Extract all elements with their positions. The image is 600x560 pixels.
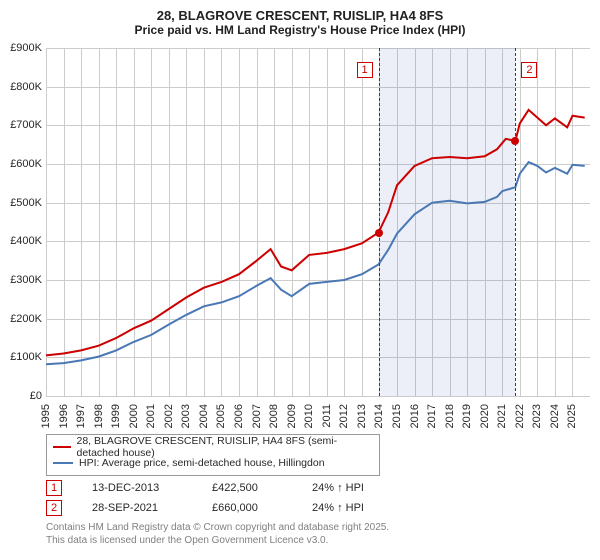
x-tick-label: 1997 [75, 404, 87, 428]
footer-line1: Contains HM Land Registry data © Crown c… [46, 522, 389, 535]
gridline-h [46, 396, 590, 397]
legend-swatch-red [53, 446, 71, 448]
x-tick-label: 2003 [180, 404, 192, 428]
title-subtitle: Price paid vs. HM Land Registry's House … [0, 23, 600, 37]
y-tick-label: £200K [0, 313, 42, 325]
x-tick-label: 2015 [391, 404, 403, 428]
line-chart-svg [46, 48, 590, 396]
sales-row-2: 2 28-SEP-2021 £660,000 24% ↑ HPI [46, 498, 402, 518]
sale-marker-1: 1 [46, 480, 62, 496]
x-tick-label: 2000 [128, 404, 140, 428]
legend-label-price-paid: 28, BLAGROVE CRESCENT, RUISLIP, HA4 8FS … [77, 435, 374, 459]
y-tick-label: £300K [0, 274, 42, 286]
sale-delta-1: 24% ↑ HPI [312, 482, 402, 494]
title-block: 28, BLAGROVE CRESCENT, RUISLIP, HA4 8FS … [0, 0, 600, 41]
legend-row-price-paid: 28, BLAGROVE CRESCENT, RUISLIP, HA4 8FS … [53, 439, 373, 455]
x-tick-label: 2016 [409, 404, 421, 428]
y-tick-label: £0 [0, 390, 42, 402]
legend-label-hpi: HPI: Average price, semi-detached house,… [79, 457, 325, 469]
x-tick-label: 2021 [496, 404, 508, 428]
sale-date-2: 28-SEP-2021 [92, 502, 182, 514]
x-tick-label: 2010 [303, 404, 315, 428]
y-tick-label: £600K [0, 158, 42, 170]
sales-table: 1 13-DEC-2013 £422,500 24% ↑ HPI 2 28-SE… [46, 478, 402, 518]
footer: Contains HM Land Registry data © Crown c… [46, 522, 389, 547]
sale-delta-2: 24% ↑ HPI [312, 502, 402, 514]
x-tick-label: 2006 [233, 404, 245, 428]
x-tick-label: 2008 [268, 404, 280, 428]
sale-marker-box-2: 2 [521, 62, 537, 78]
x-tick-label: 2022 [514, 404, 526, 428]
sale-marker-box-1: 1 [357, 62, 373, 78]
x-tick-label: 2007 [251, 404, 263, 428]
x-tick-label: 2002 [163, 404, 175, 428]
x-tick-label: 2014 [373, 404, 385, 428]
x-tick-label: 1996 [58, 404, 70, 428]
legend-swatch-blue [53, 462, 73, 464]
y-tick-label: £500K [0, 197, 42, 209]
x-tick-label: 2005 [215, 404, 227, 428]
sale-marker-2: 2 [46, 500, 62, 516]
chart-container: 28, BLAGROVE CRESCENT, RUISLIP, HA4 8FS … [0, 0, 600, 560]
x-tick-label: 2017 [426, 404, 438, 428]
series-price_paid [46, 110, 585, 356]
y-tick-label: £900K [0, 42, 42, 54]
series-hpi [46, 162, 585, 364]
x-tick-label: 1999 [110, 404, 122, 428]
sale-price-2: £660,000 [212, 502, 282, 514]
y-tick-label: £800K [0, 81, 42, 93]
y-tick-label: £700K [0, 119, 42, 131]
x-tick-label: 2009 [286, 404, 298, 428]
x-tick-label: 2019 [461, 404, 473, 428]
x-tick-label: 2023 [531, 404, 543, 428]
chart-area: 12 £0£100K£200K£300K£400K£500K£600K£700K… [46, 48, 590, 396]
sales-row-1: 1 13-DEC-2013 £422,500 24% ↑ HPI [46, 478, 402, 498]
x-tick-label: 2001 [145, 404, 157, 428]
legend: 28, BLAGROVE CRESCENT, RUISLIP, HA4 8FS … [46, 434, 380, 476]
x-tick-label: 2012 [338, 404, 350, 428]
x-tick-label: 2025 [566, 404, 578, 428]
x-tick-label: 2024 [549, 404, 561, 428]
x-tick-label: 1998 [93, 404, 105, 428]
sale-date-1: 13-DEC-2013 [92, 482, 182, 494]
sale-marker-line-1 [379, 48, 380, 396]
x-tick-label: 2011 [321, 404, 333, 428]
y-tick-label: £100K [0, 351, 42, 363]
x-tick-label: 2004 [198, 404, 210, 428]
x-tick-label: 2020 [479, 404, 491, 428]
footer-line2: This data is licensed under the Open Gov… [46, 535, 389, 548]
sale-marker-line-2 [515, 48, 516, 396]
y-tick-label: £400K [0, 235, 42, 247]
sale-price-1: £422,500 [212, 482, 282, 494]
x-tick-label: 1995 [40, 404, 52, 428]
x-tick-label: 2018 [444, 404, 456, 428]
title-address: 28, BLAGROVE CRESCENT, RUISLIP, HA4 8FS [0, 8, 600, 23]
x-tick-label: 2013 [356, 404, 368, 428]
